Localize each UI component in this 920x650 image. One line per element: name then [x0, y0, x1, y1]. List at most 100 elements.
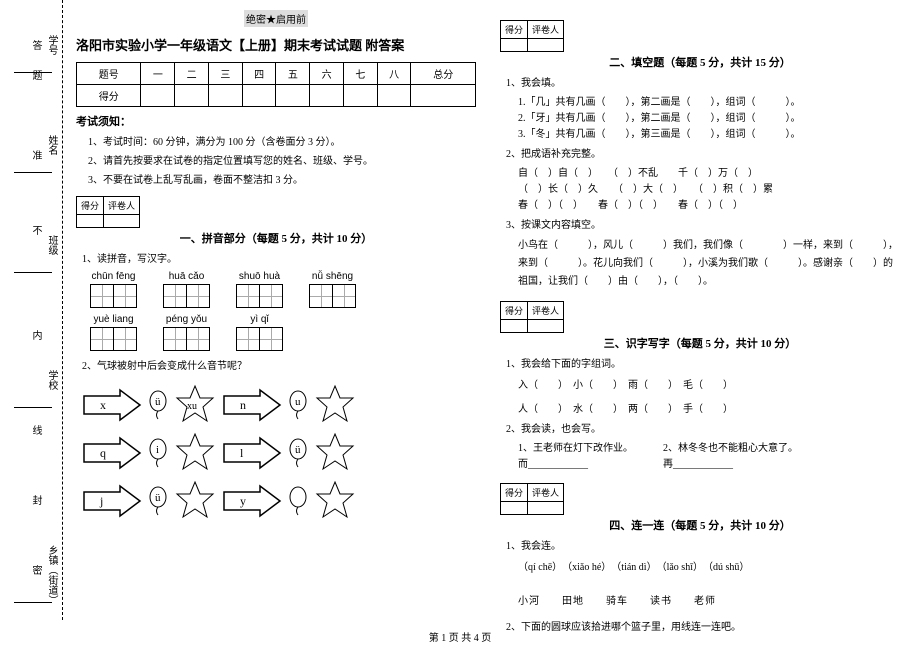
star-icon	[314, 384, 356, 426]
mini-score-table: 得分评卷人	[500, 301, 564, 333]
arrow-icon: x	[82, 388, 142, 422]
question: 3、按课文内容填空。	[506, 218, 900, 233]
sub-item: 自（ ）自（ ） （ ）不乱 千（ ）万（ ）	[518, 166, 900, 182]
svg-text:ü: ü	[155, 396, 161, 408]
mini-score-table: 得分评卷人	[500, 483, 564, 515]
question: 1、我会连。	[506, 539, 900, 554]
svg-text:u: u	[295, 396, 301, 408]
balloon-icon: i	[148, 438, 168, 468]
dashed-line	[62, 0, 63, 620]
pinyin-block: huā cǎo	[163, 271, 210, 308]
seal-text: 题	[28, 70, 43, 90]
margin-fill	[14, 407, 52, 408]
svg-text:l: l	[240, 446, 244, 460]
star-icon	[314, 480, 356, 522]
arrow-icon: n	[222, 388, 282, 422]
seal-text: 内	[28, 330, 43, 350]
margin-label: 学校	[44, 370, 59, 390]
seal-text: 线	[28, 425, 43, 445]
svg-text:i: i	[156, 444, 159, 456]
table-row: 得分	[77, 85, 476, 107]
arrow-icon: q	[82, 436, 142, 470]
pinyin-block: yuè liang	[90, 314, 137, 351]
svg-text:y: y	[240, 494, 246, 508]
seal-text: 密	[28, 565, 43, 585]
arrow-icon: y	[222, 484, 282, 518]
balloon-icon: ü	[148, 486, 168, 516]
binding-margin: 学号 姓名 班级 学校 乡镇（街道） 答 题 准 不 内 线 封 密	[0, 0, 70, 620]
svg-text:j: j	[99, 494, 103, 508]
pinyin-block: shuō huà	[236, 271, 283, 308]
sub-item: 1.「几」共有几画（ ），第二画是（ ），组词（ ）。	[518, 95, 900, 111]
margin-label: 班级	[44, 235, 59, 255]
sub-item: 人（ ） 水（ ） 两（ ） 手（ ）	[518, 402, 900, 418]
pinyin-block: péng yǒu	[163, 314, 210, 351]
svg-text:q: q	[100, 446, 106, 460]
section-title: 一、拼音部分（每题 5 分，共计 10 分）	[76, 230, 476, 246]
arrow-row: j ü y	[82, 480, 476, 522]
question: 1、我会填。	[506, 76, 900, 91]
sub-item: （ ）长（ ）久 （ ）大（ ） （ ）积（ ）累	[518, 182, 900, 198]
star-icon	[174, 432, 216, 474]
row-label: 得分	[77, 85, 141, 107]
pinyin-block: yì qǐ	[236, 314, 283, 351]
question: 2、我会读，也会写。	[506, 422, 900, 437]
sub-item: 春（ ）（ ） 春（ ）（ ） 春（ ）（ ）	[518, 198, 900, 214]
seal-text: 不	[28, 225, 43, 245]
pinyin-block: nǚ shēng	[309, 271, 356, 308]
exam-title: 洛阳市实验小学一年级语文【上册】期末考试试题 附答案	[76, 35, 476, 54]
star-icon	[174, 480, 216, 522]
blank-line: 而____________	[518, 457, 633, 473]
margin-label: 姓名	[44, 135, 59, 155]
svg-text:ü: ü	[295, 444, 301, 456]
notice-item: 2、请首先按要求在试卷的指定位置填写您的姓名、班级、学号。	[88, 152, 476, 167]
pinyin-row: chūn fēng huā cǎo shuō huà nǚ shēng	[90, 271, 476, 308]
pinyin-options: （qí chē） （xiǎo hé） （tián dì） （lǎo shī） （…	[518, 560, 900, 576]
balloon-icon: ü	[288, 438, 308, 468]
section-title: 四、连一连（每题 5 分，共计 10 分）	[500, 517, 900, 533]
secret-tag: 绝密★启用前	[244, 10, 308, 27]
seal-text: 准	[28, 150, 43, 170]
margin-label: 学号	[44, 35, 59, 55]
table-row: 题号 一 二 三 四 五 六 七 八 总分	[77, 63, 476, 85]
seal-text: 封	[28, 495, 43, 515]
page-footer: 第 1 页 共 4 页	[0, 629, 920, 644]
star-icon: xu	[174, 384, 216, 426]
sub-item: 3.「冬」共有几画（ ），第三画是（ ），组词（ ）。	[518, 127, 900, 143]
star-icon	[314, 432, 356, 474]
question: 1、我会给下面的字组词。	[506, 357, 900, 372]
balloon-icon	[288, 486, 308, 516]
question: 2、气球被射中后会变成什么音节呢？	[82, 359, 476, 374]
balloon-icon: u	[288, 390, 308, 420]
margin-fill	[14, 602, 52, 603]
sub-item: 2.「牙」共有几画（ ），第二画是（ ），组词（ ）。	[518, 111, 900, 127]
notice-item: 3、不要在试卷上乱写乱画，卷面不整洁扣 3 分。	[88, 171, 476, 186]
fill-text: 小鸟在（ ），风儿（ ）我们，我们像（ ）一样，来到（ ），来到（ ）。花儿向我…	[518, 237, 900, 291]
score-table: 题号 一 二 三 四 五 六 七 八 总分 得分	[76, 62, 476, 107]
main-content: 绝密★启用前 洛阳市实验小学一年级语文【上册】期末考试试题 附答案 题号 一 二…	[76, 10, 906, 639]
arrow-row: q i l ü	[82, 432, 476, 474]
arrow-icon: l	[222, 436, 282, 470]
svg-text:x: x	[100, 398, 106, 412]
mini-score-table: 得分评卷人	[500, 20, 564, 52]
question: 2、把成语补充完整。	[506, 147, 900, 162]
question: 1、读拼音，写汉字。	[82, 252, 476, 267]
arrows-area: x ü xu n u q i l ü j ü y	[82, 384, 476, 522]
seal-text: 答	[28, 40, 43, 60]
row-label: 题号	[77, 63, 141, 85]
margin-label: 乡镇（街道）	[44, 545, 59, 605]
mini-score-table: 得分评卷人	[76, 196, 140, 228]
blank-line: 再____________	[663, 457, 798, 473]
sub-item: 2、林冬冬也不能粗心大意了。	[663, 441, 798, 457]
balloon-icon: ü	[148, 390, 168, 420]
margin-fill	[14, 172, 52, 173]
svg-text:n: n	[240, 398, 246, 412]
notice-title: 考试须知：	[76, 113, 476, 129]
pinyin-block: chūn fēng	[90, 271, 137, 308]
sub-item: 1、王老师在灯下改作业。	[518, 441, 633, 457]
notice-item: 1、考试时间：60 分钟，满分为 100 分（含卷面分 3 分）。	[88, 133, 476, 148]
section-title: 三、识字写字（每题 5 分，共计 10 分）	[500, 335, 900, 351]
svg-text:xu: xu	[187, 401, 197, 412]
pinyin-row: yuè liang péng yǒu yì qǐ	[90, 314, 476, 351]
arrow-icon: j	[82, 484, 142, 518]
